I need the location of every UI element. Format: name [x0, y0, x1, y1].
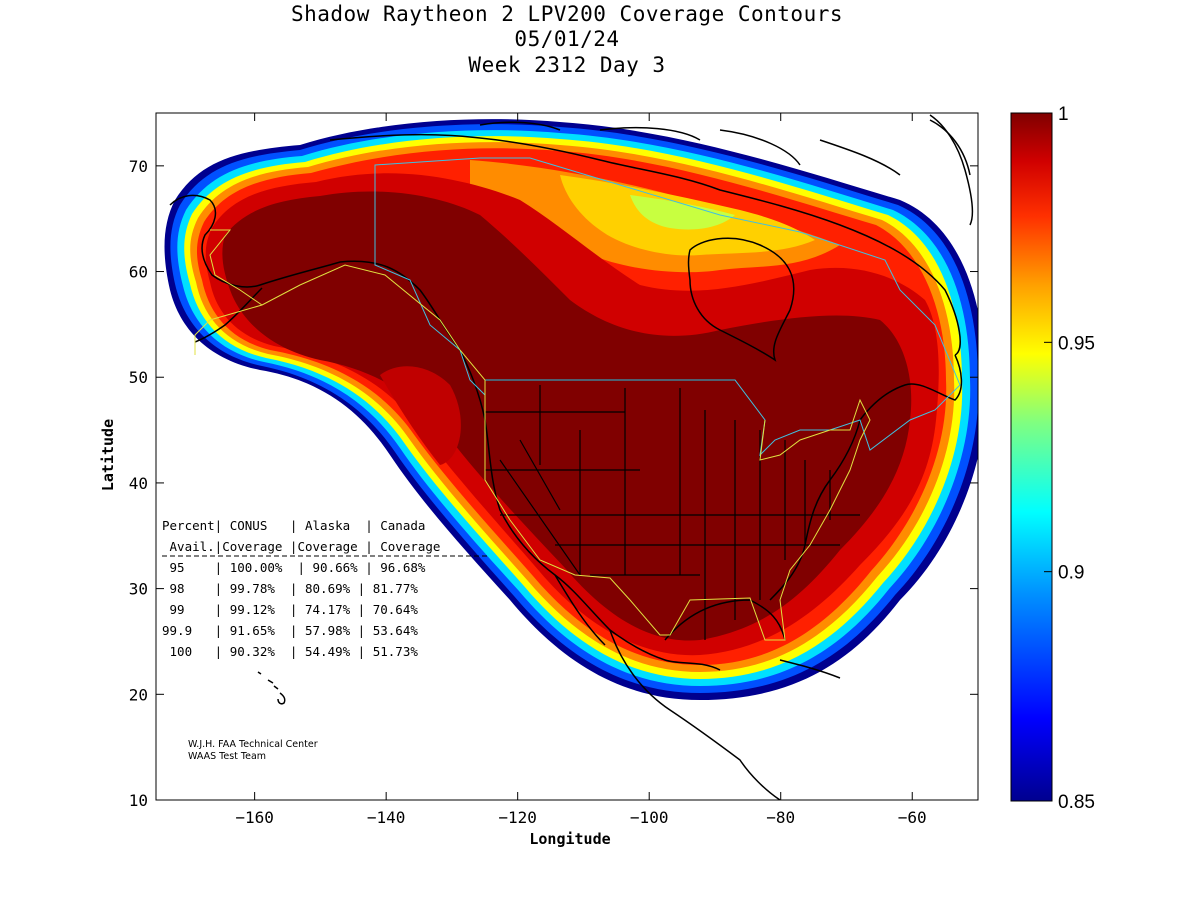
- contour-dark-red: [222, 191, 912, 641]
- y-tick-label: 10: [129, 791, 148, 810]
- y-tick-label: 50: [129, 368, 148, 387]
- credit-line-2: WAAS Test Team: [188, 751, 266, 762]
- plot-frame: [155, 112, 979, 801]
- x-tick-label: −80: [766, 808, 795, 827]
- y-tick-label: 40: [129, 474, 148, 493]
- colorbar-tick-label: 1: [1058, 104, 1069, 125]
- table-row: 95 | 100.00% | 90.66% | 96.68%: [162, 560, 426, 575]
- table-header-1: Percent| CONUS | Alaska | Canada: [162, 518, 425, 533]
- arctic-islands: [479, 119, 971, 176]
- x-tick-label: −140: [367, 808, 406, 827]
- x-tick-label: −100: [630, 808, 669, 827]
- y-tick-label: 60: [129, 263, 148, 282]
- contour-north-lightgreen: [630, 195, 735, 230]
- coverage-contours: [164, 119, 978, 700]
- baja: [554, 574, 606, 646]
- x-axis-label: Longitude: [529, 830, 610, 848]
- chart-title: Shadow Raytheon 2 LPV200 Coverage Contou…: [290, 2, 843, 26]
- florida: [769, 419, 861, 601]
- y-axis: 10 20 30 40 50 60 70: [129, 157, 978, 810]
- yellow-boundary-west: [209, 229, 263, 306]
- canada-north-coast: [329, 133, 961, 356]
- contour-west-red: [380, 366, 461, 465]
- colorbar-tick-label: 0.9: [1058, 563, 1084, 584]
- gulf-coast: [664, 599, 786, 641]
- yellow-boundary: [194, 264, 871, 641]
- service-boundaries: [194, 157, 961, 641]
- y-axis-label: Latitude: [99, 419, 117, 491]
- x-tick-label: −60: [898, 808, 927, 827]
- hudson-bay: [687, 237, 795, 362]
- table-row: 99 | 99.12% | 74.17% | 70.64%: [162, 602, 418, 617]
- greenland: [929, 114, 974, 226]
- x-tick-label: −160: [235, 808, 274, 827]
- table-header-2: Avail.|Coverage |Coverage | Coverage: [162, 539, 440, 554]
- alaska-coast: [169, 194, 461, 351]
- chart-date: 05/01/24: [514, 27, 620, 51]
- y-tick-label: 20: [129, 685, 148, 704]
- y-tick-label: 30: [129, 580, 148, 599]
- colorbar-ticks: 1 0.95 0.9 0.85: [1044, 104, 1095, 813]
- x-axis: −160 −140 −120 −100 −80 −60: [235, 113, 927, 827]
- table-row: 100 | 90.32% | 54.49% | 51.73%: [162, 644, 418, 659]
- coverage-table: Percent| CONUS | Alaska | Canada Avail.|…: [162, 518, 490, 659]
- cuba: [779, 659, 841, 679]
- table-row: 98 | 99.78% | 80.69% | 81.77%: [162, 581, 418, 596]
- chart-week-day: Week 2312 Day 3: [468, 53, 666, 77]
- east-coast: [859, 354, 963, 421]
- colorbar-tick-label: 0.95: [1058, 333, 1095, 354]
- table-row: 99.9 | 91.65% | 57.98% | 53.64%: [162, 623, 418, 638]
- credit-line-1: W.J.H. FAA Technical Center: [188, 739, 318, 750]
- mexico: [609, 629, 781, 800]
- hawaii-islands: [257, 671, 286, 705]
- y-tick-label: 70: [129, 157, 148, 176]
- colorbar-tick-label: 0.85: [1058, 792, 1095, 813]
- x-tick-label: −120: [498, 808, 537, 827]
- colorbar: [1010, 112, 1053, 802]
